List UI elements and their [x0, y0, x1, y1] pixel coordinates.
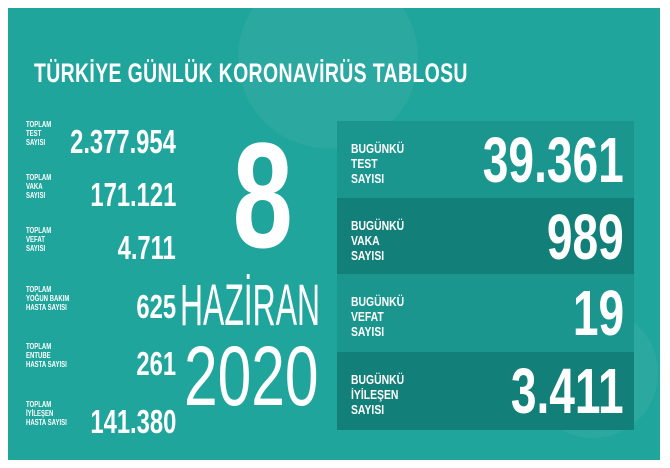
label-line: İYİLEŞEN: [26, 409, 54, 418]
today-stat-value: 989: [517, 204, 624, 270]
label-line: VAKA: [26, 182, 43, 191]
label-line: TEST: [26, 129, 42, 138]
total-stat-row: TOPLAM VAKA SAYISI 171.121: [26, 173, 176, 223]
value-text: 171.121: [90, 176, 176, 213]
label-line: TEST: [351, 156, 378, 171]
label-line: BUGÜNKÜ: [351, 218, 405, 233]
label-line: SAYISI: [351, 402, 385, 417]
label-line: VAKA: [351, 233, 380, 248]
label-line: SAYISI: [351, 324, 385, 339]
label-line: VEFAT: [26, 235, 45, 244]
total-stat-value: 261: [121, 346, 176, 382]
label-line: SAYISI: [26, 244, 46, 253]
value-text: 3.411: [511, 355, 624, 427]
title-text: TÜRKİYE GÜNLÜK KORONAVİRÜS TABLOSU: [34, 58, 468, 88]
value-text: 19: [572, 277, 624, 349]
today-stat-label: BUGÜNKÜ VAKA SAYISI: [351, 218, 404, 263]
value-text: 261: [136, 345, 176, 382]
total-stat-value: 4.711: [95, 230, 176, 266]
today-stat-label: BUGÜNKÜ VEFAT SAYISI: [351, 294, 404, 339]
date-year: 2020: [184, 329, 371, 423]
label-line: HASTA SAYISI: [26, 360, 67, 369]
label-line: TOPLAM: [26, 173, 52, 182]
label-line: SAYISI: [351, 248, 385, 263]
label-line: SAYISI: [26, 191, 46, 200]
total-stat-label: TOPLAM YOĞUN BAKIM HASTA SAYISI: [26, 285, 69, 312]
value-text: 39.361: [483, 124, 624, 196]
value-text: 989: [547, 201, 624, 273]
date-day: 8: [203, 120, 323, 270]
total-stat-value: 2.377.954: [29, 124, 176, 160]
label-line: BUGÜNKÜ: [351, 141, 405, 156]
today-stat-row: BUGÜNKÜ İYİLEŞEN SAYISI 3.411: [337, 352, 634, 430]
label-line: SAYISI: [351, 171, 385, 186]
total-stat-row: TOPLAM İYİLEŞEN HASTA SAYISI 141.380: [26, 400, 176, 450]
value-text: 2.377.954: [70, 123, 176, 160]
total-stat-label: TOPLAM İYİLEŞEN HASTA SAYISI: [26, 400, 67, 427]
today-stat-label: BUGÜNKÜ İYİLEŞEN SAYISI: [351, 372, 404, 417]
today-stat-row: BUGÜNKÜ VEFAT SAYISI 19: [337, 274, 634, 352]
day-text: 8: [232, 111, 294, 279]
label-line: YOĞUN BAKIM: [26, 294, 70, 303]
label-line: BUGÜNKÜ: [351, 372, 405, 387]
label-line: SAYISI: [26, 138, 46, 147]
label-line: İYİLEŞEN: [351, 387, 399, 402]
total-stat-label: TOPLAM VAKA SAYISI: [26, 173, 51, 200]
total-stat-value: 625: [121, 289, 176, 325]
label-line: HASTA SAYISI: [26, 303, 67, 312]
infographic-card: TÜRKİYE GÜNLÜK KORONAVİRÜS TABLOSU TOPLA…: [8, 8, 660, 460]
label-line: BUGÜNKÜ: [351, 294, 405, 309]
value-text: 4.711: [117, 229, 176, 266]
total-stat-label: TOPLAM VEFAT SAYISI: [26, 226, 51, 253]
month-text: HAZİRAN: [180, 273, 321, 338]
today-stat-value: 3.411: [467, 358, 624, 424]
total-stat-value: 171.121: [57, 177, 176, 213]
total-stat-label: TOPLAM ENTUBE HASTA SAYISI: [26, 342, 67, 369]
value-text: 141.380: [90, 403, 176, 440]
today-stat-value: 19: [553, 280, 624, 346]
year-text: 2020: [184, 329, 319, 423]
label-line: TOPLAM: [26, 226, 52, 235]
label-line: TOPLAM: [26, 400, 52, 409]
label-line: VEFAT: [351, 309, 384, 324]
today-stat-row: BUGÜNKÜ TEST SAYISI 39.361: [337, 121, 634, 198]
total-stat-row: TOPLAM ENTUBE HASTA SAYISI 261: [26, 342, 176, 392]
page-title: TÜRKİYE GÜNLÜK KORONAVİRÜS TABLOSU: [34, 58, 637, 89]
label-line: TOPLAM: [26, 285, 52, 294]
label-line: TOPLAM: [26, 120, 52, 129]
total-stat-row: TOPLAM YOĞUN BAKIM HASTA SAYISI 625: [26, 285, 176, 335]
today-stat-value: 39.361: [428, 127, 624, 193]
total-stat-value: 141.380: [57, 404, 176, 440]
label-line: TOPLAM: [26, 342, 52, 351]
label-line: HASTA SAYISI: [26, 418, 67, 427]
value-text: 625: [136, 288, 176, 325]
total-stat-label: TOPLAM TEST SAYISI: [26, 120, 51, 147]
today-stat-row: BUGÜNKÜ VAKA SAYISI 989: [337, 198, 634, 274]
total-stat-row: TOPLAM TEST SAYISI 2.377.954: [26, 120, 176, 170]
today-stat-label: BUGÜNKÜ TEST SAYISI: [351, 141, 404, 186]
total-stat-row: TOPLAM VEFAT SAYISI 4.711: [26, 226, 176, 276]
date-month: HAZİRAN: [180, 273, 435, 338]
label-line: ENTUBE: [26, 351, 51, 360]
